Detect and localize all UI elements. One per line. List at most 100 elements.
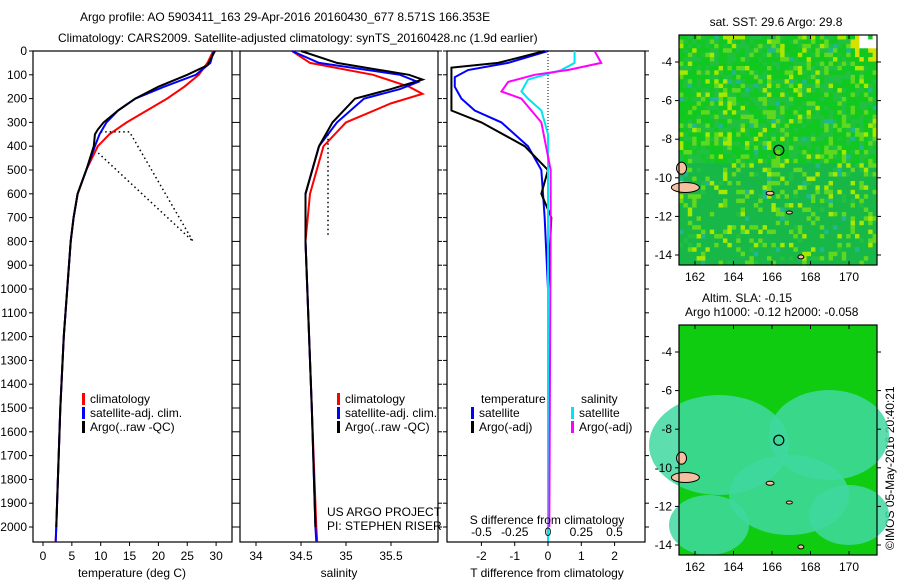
- sst-map-cell: [780, 163, 786, 169]
- sst-map-cell: [824, 189, 830, 195]
- sst-map-cell: [863, 158, 869, 164]
- sst-map-cell: [701, 65, 706, 71]
- sst-map-cell: [802, 198, 808, 204]
- sst-map-cell: [806, 70, 812, 76]
- sst-map-cell: [740, 83, 746, 89]
- sst-map-cell: [815, 43, 821, 49]
- sst-map-cell: [740, 39, 746, 45]
- sst-map-cell: [709, 88, 715, 93]
- sst-map-cell: [824, 88, 830, 93]
- sst-map-cell: [846, 247, 852, 253]
- salinity-legend-label: Argo(..raw -QC): [345, 420, 430, 434]
- sst-map-cell: [753, 176, 759, 182]
- sst-map-cell: [793, 88, 799, 93]
- sst-map-cell: [855, 163, 860, 169]
- sst-map-cell: [859, 163, 865, 169]
- sst-map-cell: [723, 167, 728, 173]
- sst-map-cell: [687, 176, 693, 182]
- sst-map-cell: [784, 180, 790, 186]
- sst-map-cell: [701, 185, 706, 191]
- sst-map-cell: [841, 163, 847, 169]
- sst-map-cell: [819, 220, 825, 226]
- sst-map-cell: [687, 110, 693, 116]
- sst-map-cell: [797, 198, 803, 204]
- sst-map-cell: [745, 114, 750, 120]
- sst-map-cell: [767, 225, 772, 231]
- sst-map-cell: [758, 52, 764, 58]
- sst-map-cell: [714, 92, 720, 98]
- sst-map-cell: [731, 136, 737, 142]
- sst-map-cell: [696, 79, 702, 85]
- sst-map-cell: [679, 52, 684, 58]
- sst-map-cell: [846, 96, 852, 102]
- sst-map-cell: [696, 39, 702, 45]
- sst-map-cell: [701, 189, 706, 195]
- sst-map-cell: [802, 79, 808, 85]
- sst-map-cell: [841, 141, 847, 147]
- sst-map-cell: [811, 136, 816, 142]
- difference-series-s-argo-adj-: [499, 50, 603, 528]
- sst-map-cell: [775, 207, 781, 213]
- sst-map-cell: [687, 74, 693, 80]
- sst-map-cell: [696, 48, 702, 54]
- sst-map-cell: [802, 150, 808, 155]
- sst-map-cell: [749, 65, 755, 71]
- sst-map-cell: [868, 180, 874, 186]
- sst-map-cell: [859, 203, 865, 208]
- sst-map-cell: [806, 141, 812, 147]
- sst-map-cell: [784, 83, 790, 89]
- sst-map-cell: [872, 198, 878, 204]
- difference-plot-xtick-label: 0: [545, 549, 552, 563]
- sst-map-cell: [745, 150, 750, 155]
- sst-map-cell: [841, 225, 847, 231]
- sst-map-cell: [833, 150, 838, 155]
- sst-map-cell: [692, 154, 698, 160]
- sst-map-cell: [749, 96, 755, 102]
- sst-map-cell: [784, 92, 790, 98]
- sst-map-cell: [828, 260, 834, 266]
- sst-map-cell: [868, 211, 874, 217]
- sst-map-cell: [841, 83, 847, 89]
- sst-map-cell: [802, 70, 808, 76]
- sst-map-cell: [824, 167, 830, 173]
- sst-map-cell: [837, 123, 843, 129]
- sst-map-cell: [828, 57, 834, 63]
- sst-map-cell: [828, 52, 834, 58]
- sst-map-cell: [740, 96, 746, 102]
- temperature-plot-ytick-label: 1600: [0, 425, 27, 439]
- sst-map-cell: [709, 247, 715, 253]
- sst-map-cell: [705, 43, 711, 49]
- sst-map-cell: [828, 194, 834, 200]
- sst-map-cell: [762, 35, 768, 40]
- sst-map-cell: [740, 61, 746, 67]
- sst-map-cell: [859, 65, 865, 71]
- sst-map-cell: [802, 48, 808, 54]
- sst-map-cell: [793, 220, 799, 226]
- sst-map-cell: [789, 132, 794, 138]
- sst-map-cell: [687, 101, 693, 107]
- sst-map-cell: [714, 260, 720, 266]
- sst-map-cell: [863, 238, 869, 244]
- sst-map-cell: [824, 123, 830, 129]
- sst-map-cell: [771, 256, 777, 262]
- sst-map-cell: [771, 172, 777, 178]
- sst-map-cell: [762, 167, 768, 173]
- sst-map-cell: [709, 229, 715, 235]
- sst-map-cell: [850, 203, 856, 208]
- difference-t-legend-swatch: [471, 407, 474, 419]
- sst-map-cell: [749, 163, 755, 169]
- sst-map-cell: [727, 185, 733, 191]
- sst-map-cell: [780, 225, 786, 231]
- sst-map-cell: [868, 114, 874, 120]
- temperature-xlabel: temperature (deg C): [78, 566, 186, 580]
- sst-map-cell: [837, 101, 843, 107]
- sst-map-cell: [679, 83, 684, 89]
- sst-map-cell: [806, 185, 812, 191]
- sst-map-cell: [797, 150, 803, 155]
- sst-map-cell: [784, 57, 790, 63]
- sst-map-cell: [855, 242, 860, 248]
- sst-map-cell: [745, 172, 750, 178]
- sst-map-cell: [749, 52, 755, 58]
- sst-map-cell: [819, 136, 825, 142]
- sst-map-cell: [797, 101, 803, 107]
